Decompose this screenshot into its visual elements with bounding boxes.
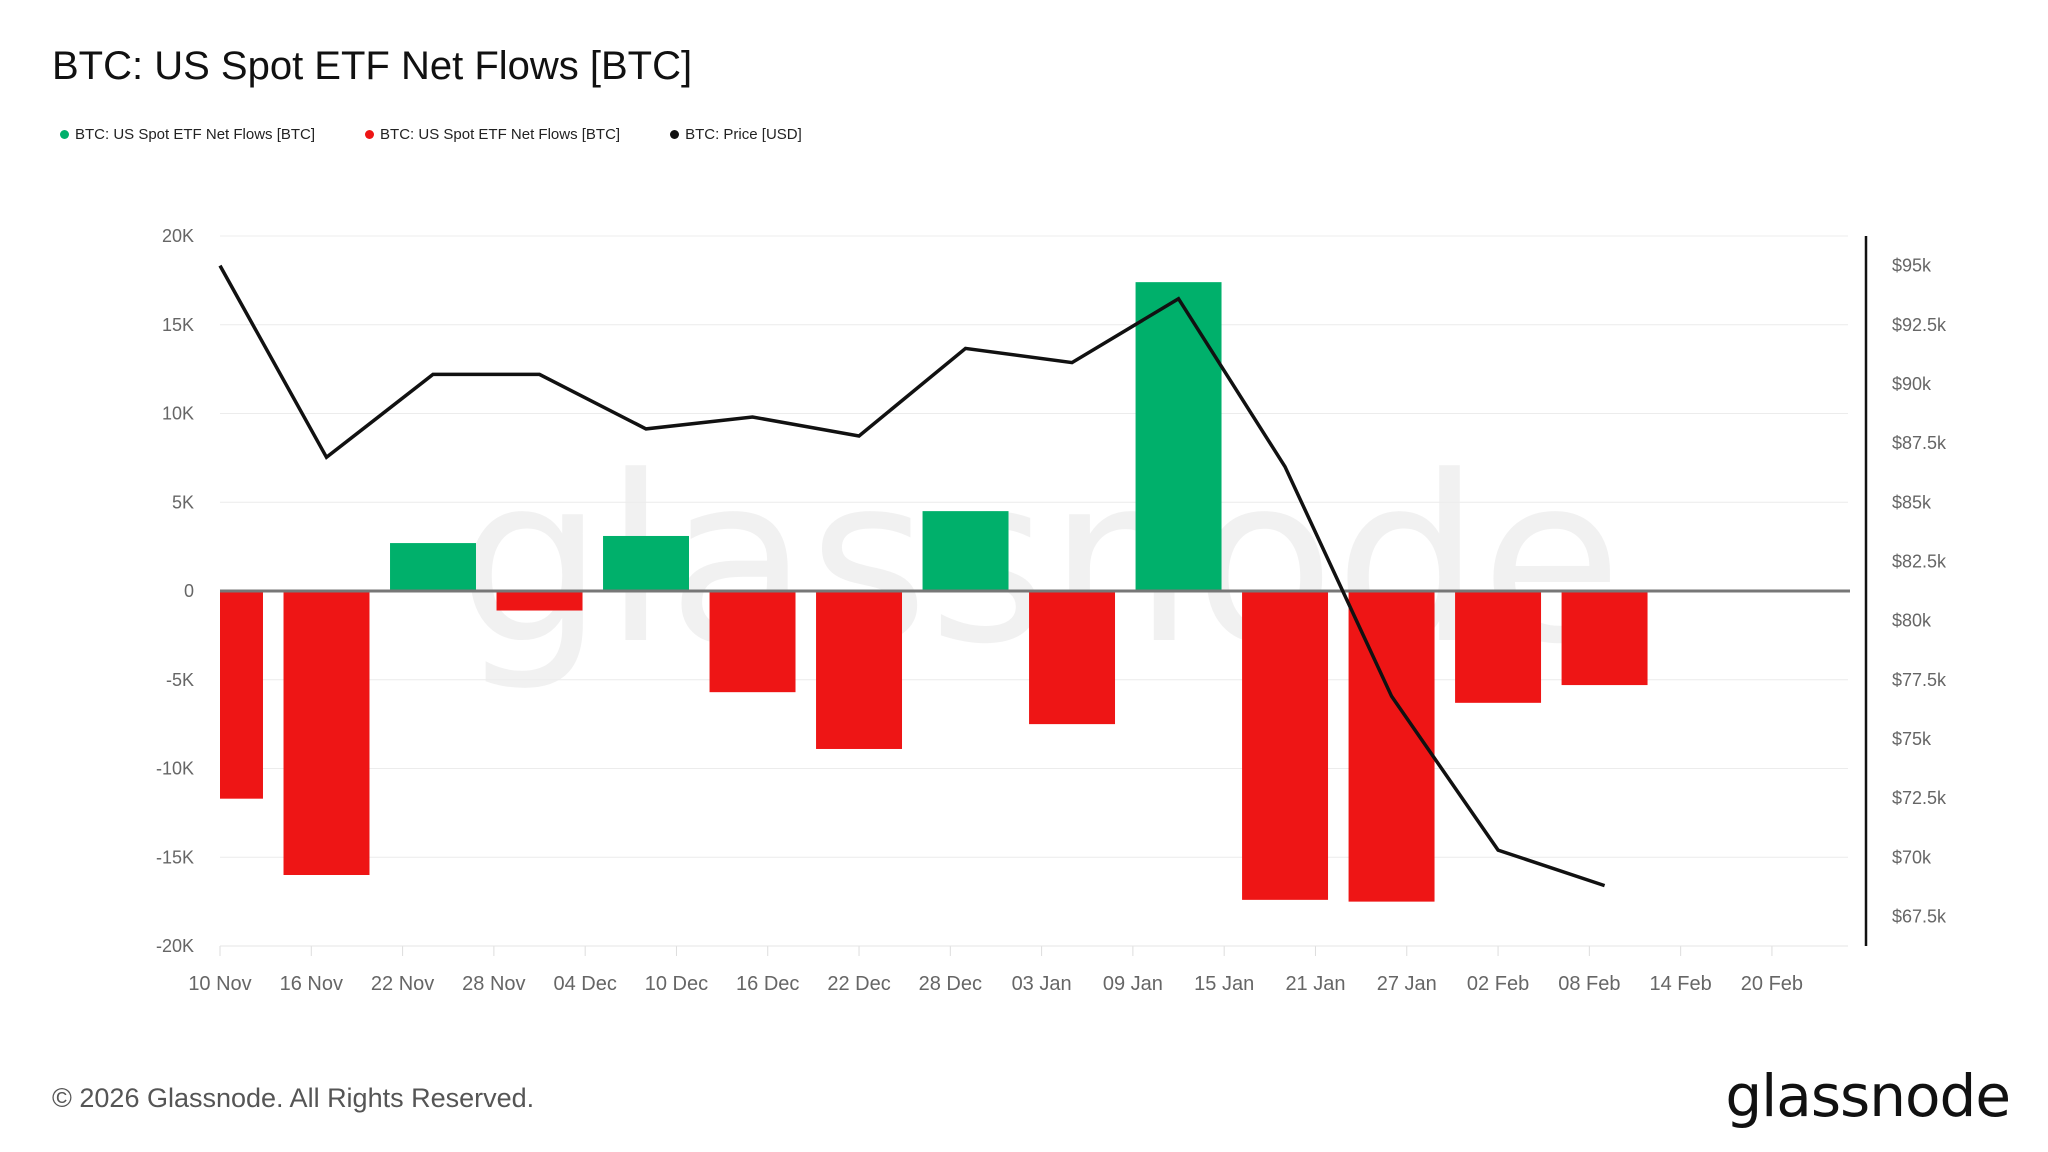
black-dot-icon (670, 130, 680, 139)
x-tick-label: 03 Jan (1012, 973, 1072, 995)
y-right-tick-label: $80k (1892, 611, 1932, 631)
red-dot-icon (365, 130, 375, 139)
inflow-bar[interactable] (922, 511, 1009, 591)
outflow-bar[interactable] (496, 591, 583, 611)
x-tick-label: 10 Dec (645, 973, 708, 995)
y-left-tick-label: -10K (156, 759, 194, 779)
outflow-bar[interactable] (1455, 591, 1542, 703)
y-right-tick-label: $92.5k (1892, 315, 1947, 335)
x-tick-label: 16 Nov (280, 973, 343, 995)
x-tick-label: 28 Dec (919, 973, 982, 995)
outflow-bar[interactable] (816, 591, 903, 749)
y-right-tick-label: $95k (1892, 256, 1932, 276)
outflow-bar[interactable] (1348, 591, 1435, 902)
legend-label-price: BTC: Price [USD] (685, 126, 802, 143)
y-right-tick-label: $72.5k (1892, 788, 1947, 808)
inflow-bar[interactable] (390, 543, 476, 591)
y-left-tick-label: 15K (162, 315, 194, 335)
y-right-tick-label: $67.5k (1892, 906, 1947, 926)
y-right-tick-label: $90k (1892, 374, 1932, 394)
legend-item-outflows[interactable]: BTC: US Spot ETF Net Flows [BTC] (365, 126, 620, 143)
y-left-tick-label: -15K (156, 847, 194, 867)
price-line[interactable] (218, 264, 1606, 888)
y-right-tick-label: $82.5k (1892, 551, 1947, 571)
inflow-bar[interactable] (1135, 282, 1222, 591)
x-tick-label: 09 Jan (1103, 973, 1163, 995)
y-left-tick-label: -20K (156, 936, 194, 956)
y-left-tick-label: 20K (162, 226, 194, 246)
legend-item-price[interactable]: BTC: Price [USD] (670, 126, 802, 143)
x-tick-label: 28 Nov (462, 973, 525, 995)
x-tick-label: 08 Feb (1558, 973, 1620, 995)
legend-item-inflows[interactable]: BTC: US Spot ETF Net Flows [BTC] (60, 126, 315, 143)
outflow-bar[interactable] (1029, 591, 1116, 725)
outflow-bar[interactable] (709, 591, 796, 693)
x-tick-label: 02 Feb (1467, 973, 1529, 995)
bars-layer (220, 282, 1648, 902)
brand-logo: glassnode (1725, 1062, 2011, 1130)
outflow-bar[interactable] (220, 591, 263, 799)
x-tick-label: 16 Dec (736, 973, 799, 995)
y-right-tick-label: $87.5k (1892, 433, 1947, 453)
y-left-tick-label: 5K (172, 492, 194, 512)
outflow-bar[interactable] (1561, 591, 1648, 686)
legend: BTC: US Spot ETF Net Flows [BTC] BTC: US… (60, 126, 802, 143)
axes-layer: 20K 15K 10K 5K 0 -5K -10K -15K -20K $95k $92.5k $90… (156, 226, 1947, 995)
x-tick-label: 22 Nov (371, 973, 434, 995)
x-tick-label: 04 Dec (553, 973, 616, 995)
y-right-tick-label: $75k (1892, 729, 1932, 749)
x-tick-label: 15 Jan (1194, 973, 1254, 995)
legend-label-outflows: BTC: US Spot ETF Net Flows [BTC] (380, 126, 621, 143)
price-line-layer (218, 264, 1606, 888)
x-tick-label: 27 Jan (1377, 973, 1437, 995)
legend-label-inflows: BTC: US Spot ETF Net Flows [BTC] (75, 126, 316, 143)
y-left-tick-label: 10K (162, 404, 194, 424)
green-dot-icon (60, 130, 69, 139)
copyright-footer: © 2026 Glassnode. All Rights Reserved. (52, 1083, 535, 1113)
x-tick-label: 14 Feb (1650, 973, 1712, 995)
outflow-bar[interactable] (283, 591, 370, 875)
chart-title: BTC: US Spot ETF Net Flows [BTC] (52, 44, 693, 88)
x-tick-label: 21 Jan (1285, 973, 1345, 995)
y-right-tick-label: $85k (1892, 492, 1932, 512)
inflow-bar[interactable] (603, 535, 690, 591)
x-tick-label: 10 Nov (188, 973, 251, 995)
y-left-tick-label: -5K (166, 670, 194, 690)
x-tick-label: 20 Feb (1741, 973, 1803, 995)
y-left-tick-label: 0 (184, 581, 194, 601)
x-tick-label: 22 Dec (827, 973, 890, 995)
y-right-tick-label: $70k (1892, 847, 1932, 867)
y-right-tick-label: $77.5k (1892, 670, 1947, 690)
outflow-bar[interactable] (1242, 591, 1329, 900)
